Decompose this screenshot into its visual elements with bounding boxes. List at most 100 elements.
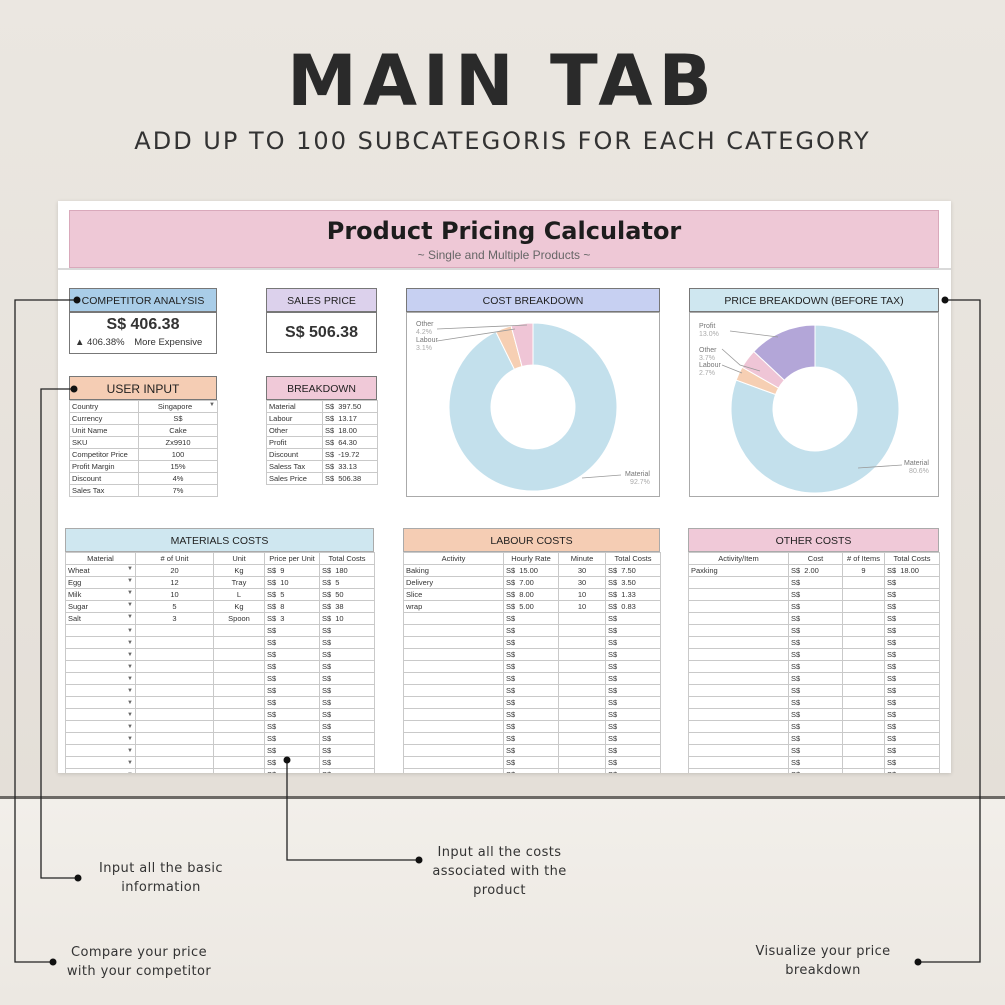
user-input-row: Unit Name Cake: [69, 424, 218, 437]
dropdown-arrow-icon[interactable]: ▼: [127, 602, 133, 608]
sales-price-box: S$ 506.38: [266, 312, 377, 353]
currency-symbol: S$: [608, 602, 618, 611]
currency-symbol: S$: [325, 462, 335, 471]
leader-line: [721, 348, 761, 372]
dropdown-arrow-icon[interactable]: ▼: [127, 735, 133, 742]
dropdown-arrow-icon[interactable]: ▼: [127, 772, 133, 774]
dropdown-arrow-icon[interactable]: ▼: [127, 651, 133, 658]
currency-symbol: S$: [322, 578, 332, 587]
table-row: S$S$: [403, 744, 661, 757]
dropdown-arrow-icon[interactable]: ▼: [127, 663, 133, 670]
amount: 5: [280, 590, 285, 599]
leader-line: [729, 330, 779, 338]
dropdown-arrow-icon[interactable]: ▼: [127, 747, 133, 754]
total-cell: S$: [884, 768, 940, 773]
sales-price-value: S$ 506.38: [285, 324, 358, 341]
currency-symbol: S$: [506, 602, 516, 611]
dropdown-arrow-icon[interactable]: ▼: [127, 675, 133, 682]
amount: 2.00: [804, 566, 819, 575]
currency-symbol: S$: [325, 414, 335, 423]
currency-symbol: S$: [325, 426, 335, 435]
leader-line: [436, 328, 516, 342]
total-cell: S$: [319, 636, 375, 649]
competitor-analysis-box: S$ 406.38 ▲ 406.38% More Expensive: [69, 312, 217, 354]
breakdown-row: Sales Price S$ 506.38: [266, 472, 378, 485]
currency-symbol: S$: [325, 402, 335, 411]
dropdown-arrow-icon[interactable]: ▼: [127, 639, 133, 646]
amount: 7.00: [519, 578, 534, 587]
competitor-analysis-title: COMPETITOR ANALYSIS: [69, 288, 217, 312]
currency-symbol: S$: [267, 566, 277, 575]
dot-basic-info: [74, 874, 82, 882]
hero-subtitle: ADD UP TO 100 SUBCATEGORIS FOR EACH CATE…: [134, 127, 871, 155]
dropdown-arrow-icon[interactable]: ▼: [127, 590, 133, 596]
callout-costs: Input all the costs associated with the …: [432, 845, 567, 898]
amount: 5: [335, 578, 340, 587]
amount: 50: [335, 590, 344, 599]
dropdown-arrow-icon[interactable]: ▼: [127, 723, 133, 730]
amount: 397.50: [338, 402, 362, 411]
currency-symbol: S$: [506, 566, 516, 575]
currency-symbol: S$: [322, 590, 332, 599]
price-breakdown-title: PRICE BREAKDOWN (BEFORE TAX): [689, 288, 939, 312]
dot-price-breakdown: [941, 296, 949, 304]
table-row: S$S$: [403, 732, 661, 745]
table-row: ▼S$S$: [65, 732, 375, 745]
table-row: S$S$: [688, 720, 940, 733]
amount: 506.38: [338, 474, 362, 483]
labour-header-total: Total Costs: [605, 552, 661, 565]
dropdown-arrow-icon[interactable]: ▼: [127, 711, 133, 718]
material-slice[interactable]: [730, 324, 900, 494]
material-slice[interactable]: [448, 322, 618, 492]
amount: 1.33: [621, 590, 636, 599]
currency-symbol: S$: [608, 566, 618, 575]
total-cell: S$: [884, 732, 940, 745]
amount: -19.72: [338, 450, 360, 459]
currency-symbol: S$: [608, 590, 618, 599]
dropdown-arrow-icon[interactable]: ▼: [127, 578, 133, 584]
table-row: S$S$: [688, 756, 940, 769]
total-cell: S$: [319, 768, 375, 773]
amount: 15.00: [519, 566, 538, 575]
table-row: ▼S$S$: [65, 660, 375, 673]
cost-label-labour: Labour 3.1%: [416, 337, 438, 352]
breakdown-title: BREAKDOWN: [266, 376, 377, 400]
table-row: ▼S$S$: [65, 684, 375, 697]
dropdown-arrow-icon[interactable]: ▼: [127, 566, 133, 572]
price-donut: [721, 324, 903, 494]
amount: 10: [280, 578, 289, 587]
dropdown-arrow-icon[interactable]: ▼: [127, 759, 133, 766]
currency-symbol: S$: [325, 438, 335, 447]
amount: 18.00: [900, 566, 919, 575]
dropdown-arrow-icon[interactable]: ▼: [127, 627, 133, 634]
amount: 7.50: [621, 566, 636, 575]
table-row: ▼S$S$: [65, 768, 375, 774]
dot-compare: [49, 958, 57, 966]
other-slice[interactable]: [510, 322, 534, 368]
hero-title: MAIN TAB: [287, 40, 718, 122]
currency-symbol: S$: [608, 578, 618, 587]
currency-symbol: S$: [322, 602, 332, 611]
currency-symbol: S$: [506, 590, 516, 599]
callout-compare: Compare your price with your competitor: [66, 945, 212, 979]
user-input-row: Discount 4%: [69, 472, 218, 485]
background-floor: [0, 796, 1005, 1005]
dropdown-arrow-icon[interactable]: ▼: [127, 614, 133, 620]
price-label-labour: Labour 2.7%: [699, 362, 721, 377]
dropdown-arrow-icon[interactable]: ▼: [209, 402, 215, 408]
cost-breakdown-title: COST BREAKDOWN: [406, 288, 660, 312]
dropdown-arrow-icon[interactable]: ▼: [127, 687, 133, 694]
breakdown-row: Saless Tax S$ 33.13: [266, 460, 378, 473]
table-row: Egg ▼ 12 Tray S$ 10 S$ 5: [65, 576, 375, 589]
leader-line: [436, 324, 528, 330]
amount: 8: [280, 602, 285, 611]
user-input-value[interactable]: 7%: [138, 484, 218, 497]
materials-header-price: Price per Unit: [264, 552, 320, 565]
profit-slice[interactable]: [753, 324, 816, 381]
currency-symbol: S$: [267, 590, 277, 599]
breakdown-row: Profit S$ 64.30: [266, 436, 378, 449]
labour-header-activity: Activity: [403, 552, 504, 565]
price-label-material: Material 80.6%: [904, 460, 929, 475]
dropdown-arrow-icon[interactable]: ▼: [127, 699, 133, 706]
dot-visualize: [914, 958, 922, 966]
